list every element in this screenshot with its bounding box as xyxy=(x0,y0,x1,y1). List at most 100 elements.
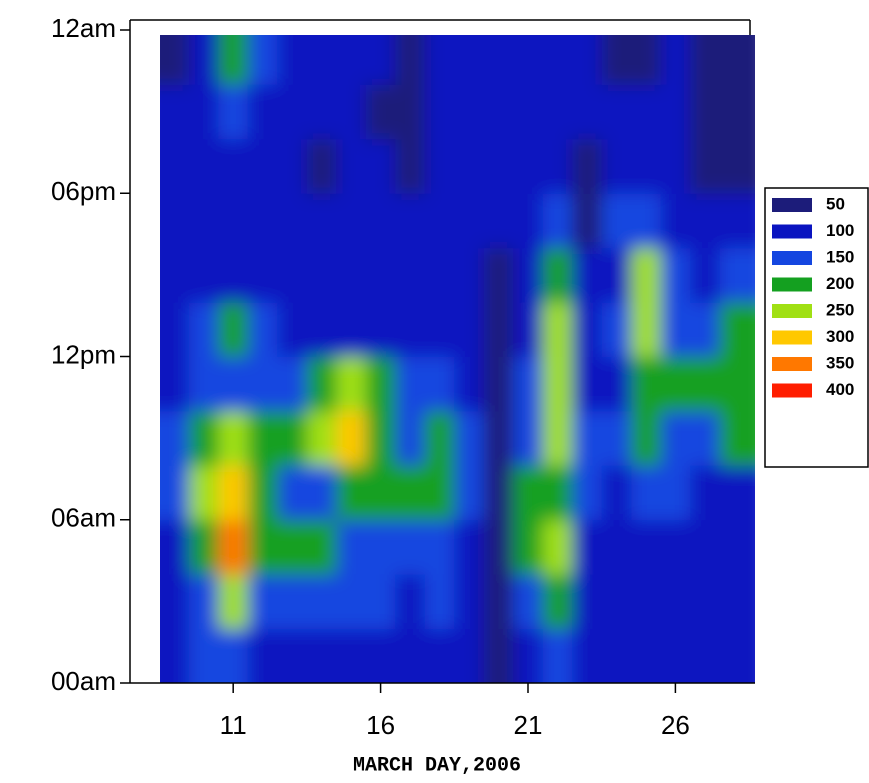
heat-cell xyxy=(277,410,308,466)
heat-cell xyxy=(542,138,573,194)
heat-cell xyxy=(336,247,367,303)
heat-cell xyxy=(424,247,455,303)
heat-cell xyxy=(218,138,249,194)
heat-cell xyxy=(306,35,337,85)
heat-cell xyxy=(601,519,632,575)
heat-cell xyxy=(336,356,367,412)
heat-cell xyxy=(572,356,603,412)
heat-cell xyxy=(247,519,278,575)
heat-cell xyxy=(513,356,544,412)
heat-cell xyxy=(188,628,219,683)
heat-cell xyxy=(160,35,190,85)
heat-cell xyxy=(454,519,485,575)
heat-cell xyxy=(513,574,544,630)
heat-cell xyxy=(306,465,337,521)
heat-cell xyxy=(542,574,573,630)
heat-cell xyxy=(483,138,514,194)
heat-cell xyxy=(395,356,426,412)
heat-cell xyxy=(631,519,662,575)
heat-cell xyxy=(277,35,308,85)
heat-cell xyxy=(513,247,544,303)
heat-cell xyxy=(218,465,249,521)
heat-cell xyxy=(690,465,721,521)
heat-cell xyxy=(218,574,249,630)
heat-cell xyxy=(188,302,219,357)
legend-swatch xyxy=(772,304,812,318)
heat-cell xyxy=(336,465,367,521)
heat-cell xyxy=(277,574,308,630)
y-tick-label: 12am xyxy=(51,13,116,43)
heat-cell xyxy=(513,465,544,521)
heat-cell xyxy=(395,574,426,630)
heat-cell xyxy=(542,35,573,85)
heat-cell xyxy=(660,84,691,140)
heatmap xyxy=(160,35,755,683)
heat-cell xyxy=(365,35,396,85)
x-tick-label: 16 xyxy=(366,710,395,740)
heat-cell xyxy=(454,138,485,194)
heat-cell xyxy=(719,574,755,630)
heat-cell xyxy=(454,84,485,140)
heat-cell xyxy=(395,35,426,85)
heat-cell xyxy=(188,410,219,466)
heat-cell xyxy=(660,302,691,357)
heat-cell xyxy=(188,138,219,194)
heat-cell xyxy=(542,247,573,303)
heat-cell xyxy=(513,302,544,357)
heat-cell xyxy=(188,356,219,412)
heat-cell xyxy=(218,410,249,466)
heat-cell xyxy=(690,410,721,466)
legend-swatch xyxy=(772,357,812,371)
heat-cell xyxy=(572,574,603,630)
heat-cell xyxy=(719,302,755,357)
heat-cell xyxy=(454,574,485,630)
heat-cell xyxy=(719,84,755,140)
heat-cell xyxy=(336,84,367,140)
heat-cell xyxy=(483,193,514,249)
heat-cell xyxy=(660,574,691,630)
heat-cell xyxy=(160,356,190,412)
heat-cell xyxy=(660,193,691,249)
heat-cell xyxy=(631,465,662,521)
heat-cell xyxy=(160,574,190,630)
heat-cell xyxy=(513,519,544,575)
heat-cell xyxy=(513,84,544,140)
heat-cell xyxy=(572,193,603,249)
heat-cell xyxy=(572,84,603,140)
heat-cell xyxy=(188,574,219,630)
heat-cell xyxy=(542,356,573,412)
heat-cell xyxy=(719,247,755,303)
heat-cell xyxy=(631,193,662,249)
heat-cell xyxy=(601,193,632,249)
heat-cell xyxy=(247,628,278,683)
heat-cell xyxy=(395,193,426,249)
heat-cell xyxy=(719,193,755,249)
x-axis-title: MARCH DAY,2006 xyxy=(353,754,521,777)
heat-cell xyxy=(513,410,544,466)
heat-cell xyxy=(690,574,721,630)
heat-cell xyxy=(160,519,190,575)
heat-cell xyxy=(483,410,514,466)
heat-cell xyxy=(306,574,337,630)
heat-cell xyxy=(277,519,308,575)
heat-cell xyxy=(160,138,190,194)
heat-cell xyxy=(690,356,721,412)
heat-cell xyxy=(690,519,721,575)
heat-cell xyxy=(395,410,426,466)
heat-cell xyxy=(306,84,337,140)
heat-cell xyxy=(160,465,190,521)
heat-cell xyxy=(631,574,662,630)
heat-cell xyxy=(660,138,691,194)
heat-cell xyxy=(483,35,514,85)
heat-cell xyxy=(631,138,662,194)
heat-cell xyxy=(365,410,396,466)
heat-cell xyxy=(188,247,219,303)
heat-cell xyxy=(424,410,455,466)
heat-cell xyxy=(188,465,219,521)
legend-label: 350 xyxy=(826,353,854,372)
heat-cell xyxy=(542,628,573,683)
heat-cell xyxy=(483,465,514,521)
heat-cell xyxy=(601,574,632,630)
heat-cell xyxy=(454,193,485,249)
heat-cell xyxy=(454,628,485,683)
